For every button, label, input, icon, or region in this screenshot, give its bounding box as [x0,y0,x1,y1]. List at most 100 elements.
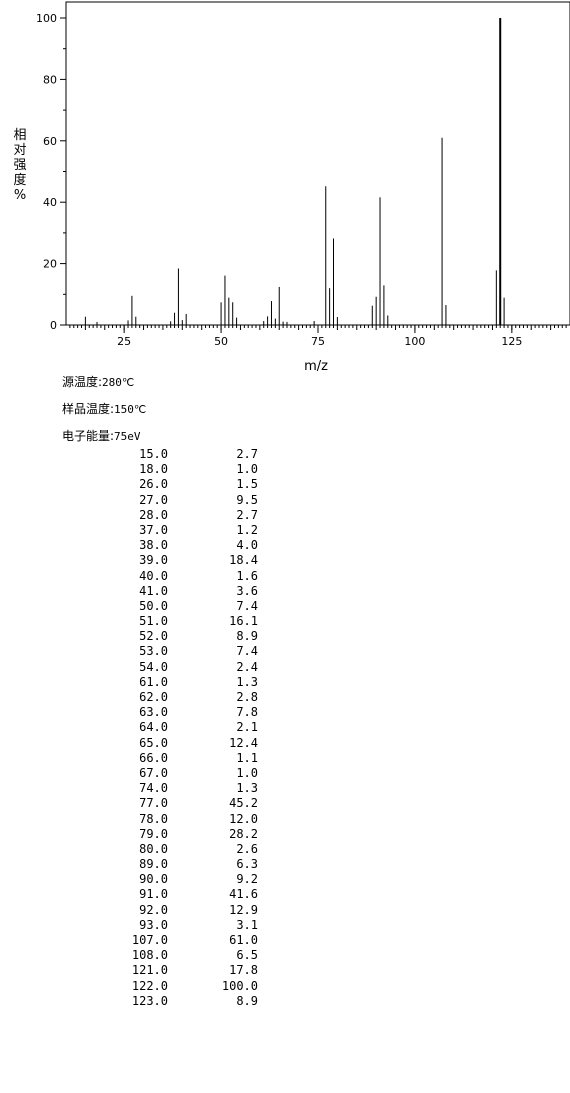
peak-row: 65.0 12.4 [100,736,258,751]
peak-abundance: 2.4 [236,659,258,674]
peak-row: 80.0 2.6 [100,842,258,857]
peak-mz: 28.0 [139,507,168,522]
peak-abundance: 16.1 [229,614,258,629]
peak-row: 108.0 6.5 [100,948,258,963]
peak-mz: 108.0 [131,948,168,963]
peak-mz: 53.0 [139,644,168,659]
peak-row: 38.0 4.0 [100,538,258,553]
y-tick-label: 20 [43,258,57,271]
peak-abundance: 12.0 [229,811,258,826]
peak-row: 27.0 9.5 [100,493,258,508]
mass-spectrum-chart: 25 50 75 100 125 0 20 40 60 80 100 m/z [36,1,570,372]
peak-abundance: 1.5 [236,477,258,492]
peak-row: 53.0 7.4 [100,644,258,659]
peak-row: 78.0 12.0 [100,812,258,827]
peak-row: 41.0 3.6 [100,584,258,599]
peak-mz: 54.0 [139,659,168,674]
peak-abundance: 1.3 [236,674,258,689]
peak-mz: 50.0 [139,598,168,613]
y-axis-label-char: 度 [13,173,27,188]
peak-row: 67.0 1.0 [100,766,258,781]
peak-abundance: 2.8 [236,690,258,704]
y-tick-label: 80 [43,73,57,86]
x-axis-label: m/z [304,359,328,372]
peak-abundance: 2.7 [236,507,258,522]
peak-abundance: 4.0 [236,538,258,553]
peak-mz: 92.0 [139,902,168,917]
x-tick-label: 75 [311,335,325,348]
spectrum-bars [84,18,505,325]
peak-row: 89.0 6.3 [100,857,258,872]
peak-abundance: 12.9 [229,902,258,917]
peak-row: 18.0 1.0 [100,462,258,477]
peak-row: 107.0 61.0 [100,933,258,948]
peak-mz: 27.0 [139,492,168,507]
peak-row: 15.0 2.7 [100,447,258,462]
peak-row: 123.0 8.9 [100,994,258,1009]
x-axis-ticks: 25 50 75 100 125 [117,325,522,348]
condition-source-temp: 源温度:280℃ [62,374,134,391]
y-axis-label: 相对强度% [12,128,28,203]
peak-abundance: 45.2 [229,796,258,811]
peak-mz: 107.0 [131,933,168,947]
peak-row: 61.0 1.3 [100,675,258,690]
peak-row: 121.0 17.8 [100,963,258,978]
peak-abundance: 2.1 [236,720,258,735]
peak-row: 64.0 2.1 [100,720,258,735]
peak-abundance: 7.4 [236,598,258,613]
peak-row: 74.0 1.3 [100,781,258,796]
peak-row: 28.0 2.7 [100,508,258,523]
x-minor-ticks [69,325,567,330]
peak-mz: 90.0 [139,872,168,887]
peak-row: 50.0 7.4 [100,599,258,614]
peak-row: 92.0 12.9 [100,903,258,918]
peak-mz: 37.0 [139,522,168,537]
y-tick-label: 60 [43,135,57,148]
peak-row: 26.0 1.5 [100,477,258,492]
peak-row: 63.0 7.8 [100,705,258,720]
peak-row: 52.0 8.9 [100,629,258,644]
peak-mz: 121.0 [131,963,168,978]
peak-abundance: 28.2 [229,826,258,841]
peak-abundance: 9.2 [236,872,258,887]
peak-abundance: 18.4 [229,553,258,568]
peak-mz: 15.0 [139,447,168,461]
peak-abundance: 12.4 [229,735,258,750]
peak-mz: 26.0 [139,477,168,492]
peak-abundance: 9.5 [236,492,258,507]
peak-abundance: 17.8 [229,963,258,978]
peak-row: 77.0 45.2 [100,796,258,811]
peak-abundance: 6.3 [236,857,258,872]
x-tick-label: 50 [214,335,228,348]
peak-mz: 61.0 [139,674,168,689]
peak-row: 54.0 2.4 [100,660,258,675]
peak-mz: 40.0 [139,568,168,583]
peak-row: 39.0 18.4 [100,553,258,568]
x-tick-label: 100 [404,335,425,348]
peak-row: 91.0 41.6 [100,887,258,902]
peak-row: 93.0 3.1 [100,918,258,933]
x-tick-label: 25 [117,335,131,348]
y-axis-ticks: 0 20 40 60 80 100 [36,12,66,332]
peak-row: 66.0 1.1 [100,751,258,766]
x-tick-label: 125 [501,335,522,348]
peak-mz: 79.0 [139,826,168,841]
peak-abundance: 3.1 [236,917,258,932]
peak-abundance: 1.6 [236,568,258,583]
peak-mz: 77.0 [139,796,168,811]
peak-mz: 62.0 [139,690,168,704]
y-tick-label: 100 [36,12,57,25]
peak-abundance: 1.2 [236,522,258,537]
peak-mz: 91.0 [139,887,168,902]
peak-abundance: 100.0 [221,978,258,993]
peak-abundance: 7.4 [236,644,258,659]
peak-mz: 123.0 [131,993,168,1008]
peak-row: 79.0 28.2 [100,827,258,842]
peak-row: 62.0 2.8 [100,690,258,705]
condition-label: 样品温度: [62,402,115,416]
condition-label: 电子能量: [62,429,115,443]
condition-value: 150℃ [114,403,147,416]
condition-label: 源温度: [62,375,103,389]
peak-abundance: 3.6 [236,583,258,598]
condition-sample-temp: 样品温度:150℃ [62,401,146,418]
